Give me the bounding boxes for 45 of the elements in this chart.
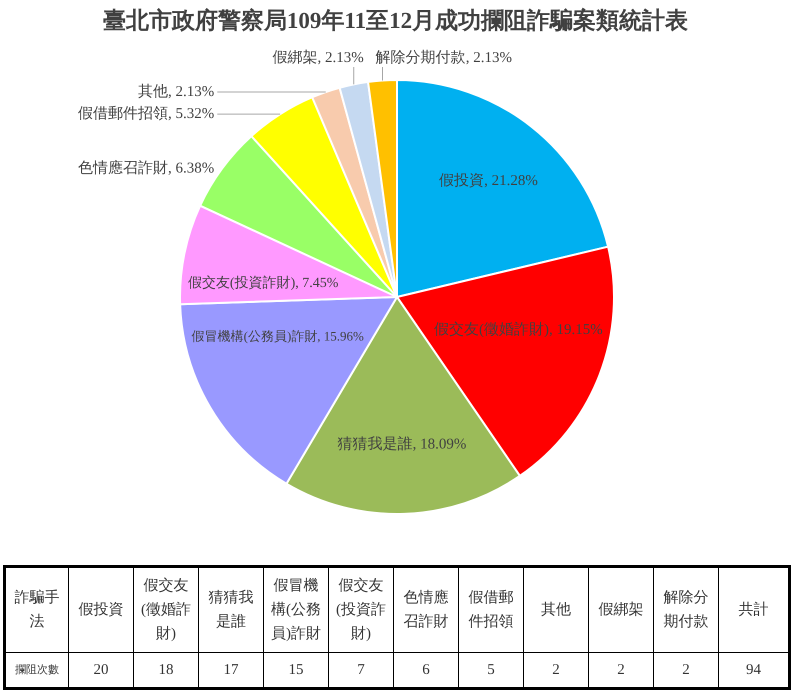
category-label: 假冒機構(公務員)詐財 (264, 566, 328, 652)
data-label: 6 (394, 652, 458, 688)
data-label: 5 (458, 652, 524, 688)
data-label: 7 (328, 652, 394, 688)
data-label: 18 (134, 652, 198, 688)
data-label: , 19.15% (549, 322, 603, 338)
slice-label: 假綁架 (272, 48, 318, 66)
category-label: 假借郵件招領 (458, 566, 524, 652)
category-label: 假交友(徵婚詐財) (134, 566, 198, 652)
chart-title: 臺北市政府警察局109年11至12月成功攔阻詐騙案類統計表 (102, 7, 690, 35)
slice-label: 假交友(投資詐財) (188, 274, 296, 291)
data-label: , 5.32% (168, 106, 214, 122)
text: 共計 (718, 566, 790, 652)
slice-label: 猜猜我是誰 (338, 435, 413, 452)
slice-label: 假交友(徵婚詐財) (434, 321, 550, 338)
slice-label: 色情應召詐財 (78, 159, 168, 176)
category-label: 其他 (524, 566, 588, 652)
data-label: , 2.13% (466, 50, 512, 66)
data-label: , 18.09% (412, 436, 466, 452)
data-label: 17 (198, 652, 264, 688)
text: 94 (746, 662, 761, 678)
data-label: , 15.96% (317, 328, 364, 344)
category-label: 假交友(投資詐財) (328, 566, 394, 652)
slice-label: 假投資 (439, 172, 484, 190)
data-label: , 6.38% (168, 160, 214, 176)
category-label: 解除分期付款 (654, 566, 718, 652)
slice-label: 假借郵件招領 (78, 105, 168, 122)
slice-label: 假冒機構(公務員)詐財 (192, 328, 318, 344)
category-label: 假綁架 (588, 566, 654, 652)
category-label: 假投資 (68, 566, 134, 652)
data-label: 2 (524, 652, 588, 688)
data-label: , 7.45% (295, 276, 339, 291)
category-label: 猜猜我是誰 (198, 566, 264, 652)
data-label: 2 (588, 652, 654, 688)
text: 攔阻次數 (4, 652, 68, 688)
data-label: 2 (654, 652, 718, 688)
data-label: , 2.13% (317, 50, 364, 66)
data-label: , 2.13% (168, 84, 214, 100)
text: 詐騙手法 (4, 566, 68, 652)
slice-label: 其他 (138, 82, 168, 100)
category-label: 色情應召詐財 (394, 566, 458, 652)
data-label: 20 (68, 652, 134, 688)
slice-label: 解除分期付款 (376, 48, 466, 66)
data-label: 15 (264, 652, 328, 688)
data-label: , 21.28% (484, 173, 538, 190)
